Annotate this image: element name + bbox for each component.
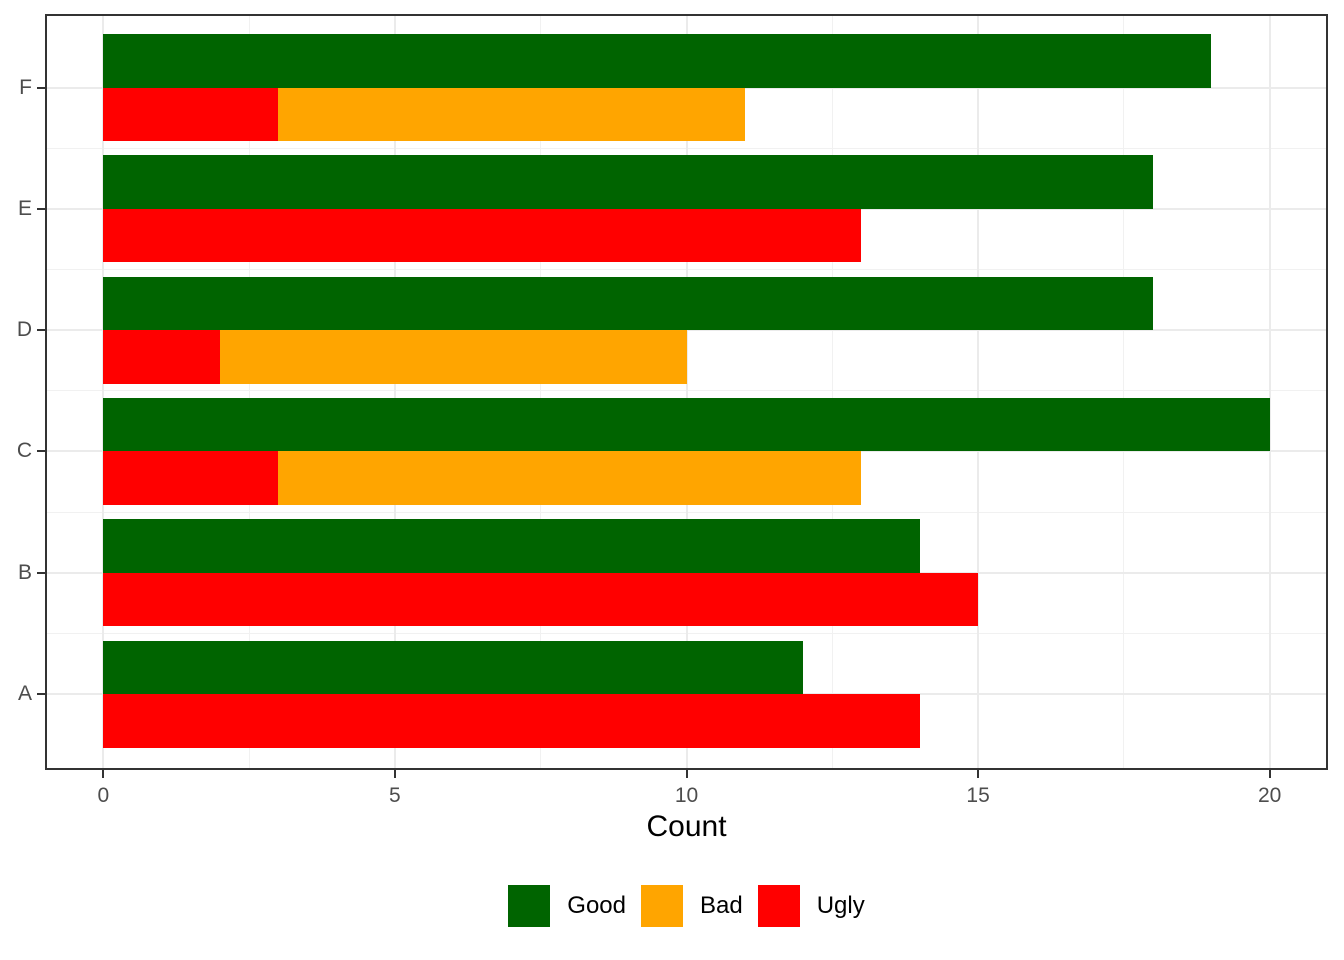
gridline-major-horizontal — [45, 329, 1328, 332]
x-tick-10 — [685, 770, 688, 778]
legend: Good Bad Ugly — [45, 884, 1328, 928]
y-tick-c — [37, 450, 45, 453]
legend-swatch-ugly — [757, 885, 800, 927]
bar-ugly-a — [103, 694, 920, 748]
legend-label-bad: Bad — [700, 892, 743, 919]
gridline-major-vertical — [1268, 14, 1271, 770]
y-tick-label-e: E — [17, 196, 32, 220]
x-tick-label-5: 5 — [389, 784, 401, 807]
bar-good-d — [103, 276, 1153, 331]
y-tick-e — [37, 207, 45, 210]
bar-good-c — [103, 397, 1270, 452]
bar-good-e — [103, 155, 1153, 209]
x-tick-label-10: 10 — [674, 784, 699, 807]
gridline-major-vertical — [685, 14, 688, 770]
bar-bad-d — [220, 330, 687, 384]
x-tick-label-15: 15 — [966, 784, 990, 807]
y-tick-label-f: F — [19, 75, 32, 99]
x-tick-20 — [1268, 770, 1271, 778]
x-tick-0 — [102, 770, 105, 778]
bar-ugly-d — [103, 330, 220, 384]
y-tick-d — [37, 329, 45, 332]
gridline-minor-vertical — [1123, 14, 1125, 770]
legend-label-good: Good — [567, 892, 626, 919]
gridline-minor-vertical — [248, 14, 250, 770]
gridline-major-vertical — [102, 14, 105, 770]
y-tick-label-a: A — [17, 682, 32, 705]
x-tick-label-20: 20 — [1258, 784, 1282, 807]
legend-swatch-bad — [641, 885, 683, 927]
plot-panel — [45, 14, 1328, 770]
gridline-major-vertical — [977, 14, 980, 770]
y-tick-label-c: C — [16, 439, 32, 463]
bar-good-a — [103, 640, 804, 694]
legend-swatch-good — [508, 885, 551, 927]
bar-ugly-e — [103, 208, 862, 263]
legend-item-ugly: Ugly — [757, 885, 865, 927]
bar-ugly-c — [103, 451, 279, 505]
legend-item-good: Good — [508, 885, 626, 927]
legend-item-bad: Bad — [641, 885, 743, 927]
gridline-minor-vertical — [540, 14, 542, 770]
bar-ugly-b — [103, 572, 979, 627]
gridline-minor-vertical — [831, 14, 833, 770]
legend-label-ugly: Ugly — [816, 892, 865, 919]
y-tick-a — [37, 693, 45, 695]
bar-ugly-f — [103, 87, 279, 141]
x-tick-label-0: 0 — [97, 784, 110, 807]
bar-bad-f — [278, 87, 745, 141]
bar-good-b — [103, 519, 920, 573]
gridline-major-vertical — [393, 14, 396, 770]
bar-good-f — [103, 34, 1212, 88]
x-tick-15 — [977, 770, 980, 778]
bar-bad-c — [278, 451, 862, 505]
y-tick-f — [37, 86, 45, 89]
x-tick-5 — [393, 770, 396, 778]
x-axis-title: Count — [646, 810, 727, 843]
y-tick-b — [37, 571, 45, 574]
y-tick-label-b: B — [17, 560, 32, 584]
y-tick-label-d: D — [16, 318, 32, 342]
